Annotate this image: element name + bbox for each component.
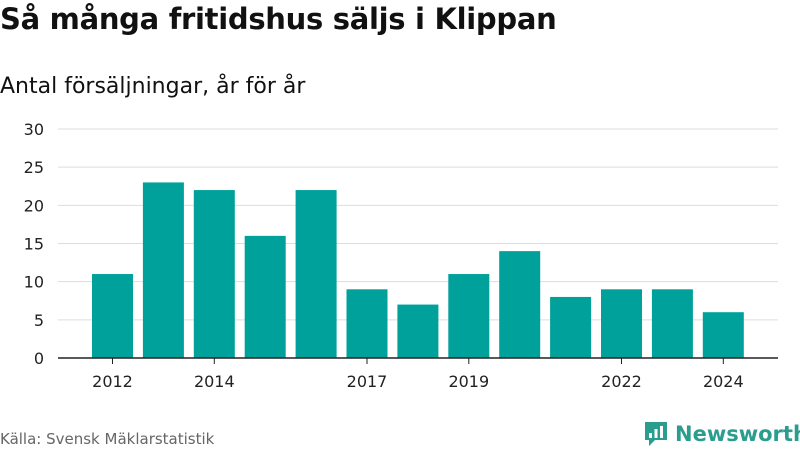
x-tick-label: 2017 bbox=[347, 372, 388, 391]
bar-chart: 0 5 10 15 20 25 30 2012 2014 2017 2019 2022 2024 bbox=[24, 120, 778, 391]
newsworthy-logo-icon bbox=[645, 422, 667, 446]
chart-title: Så många fritidshus säljs i Klippan bbox=[0, 2, 557, 36]
x-tick-label: 2022 bbox=[601, 372, 642, 391]
brand-logo[interactable]: Newsworthy bbox=[643, 420, 800, 448]
y-tick-label: 30 bbox=[24, 120, 44, 139]
x-tick-label: 2014 bbox=[194, 372, 235, 391]
bar bbox=[499, 251, 541, 358]
x-tick-label: 2019 bbox=[448, 372, 489, 391]
chart-subtitle: Antal försäljningar, år för år bbox=[0, 74, 306, 99]
y-tick-label: 15 bbox=[24, 235, 44, 254]
x-tick-label: 2024 bbox=[703, 372, 744, 391]
bar bbox=[193, 190, 235, 358]
y-tick-label: 10 bbox=[24, 273, 44, 292]
x-tick-label: 2012 bbox=[92, 372, 133, 391]
bar bbox=[92, 274, 133, 358]
bar bbox=[651, 289, 693, 358]
bar bbox=[601, 289, 642, 358]
y-tick-label: 0 bbox=[34, 349, 44, 368]
bar bbox=[397, 304, 439, 358]
bar bbox=[448, 274, 490, 358]
bar bbox=[346, 289, 388, 358]
y-tick-label: 25 bbox=[24, 158, 44, 177]
bar bbox=[295, 190, 337, 358]
y-tick-label: 5 bbox=[34, 311, 44, 330]
bars bbox=[92, 182, 744, 358]
y-axis-labels: 0 5 10 15 20 25 30 bbox=[24, 120, 44, 368]
bar bbox=[244, 235, 286, 358]
source-note: Källa: Svensk Mäklarstatistik bbox=[0, 430, 215, 448]
bar bbox=[142, 182, 184, 358]
bar bbox=[550, 296, 592, 358]
y-tick-label: 20 bbox=[24, 196, 44, 215]
x-axis-labels: 2012 2014 2017 2019 2022 2024 bbox=[92, 358, 744, 391]
brand-name: Newsworthy bbox=[675, 422, 800, 446]
bar bbox=[702, 312, 744, 358]
